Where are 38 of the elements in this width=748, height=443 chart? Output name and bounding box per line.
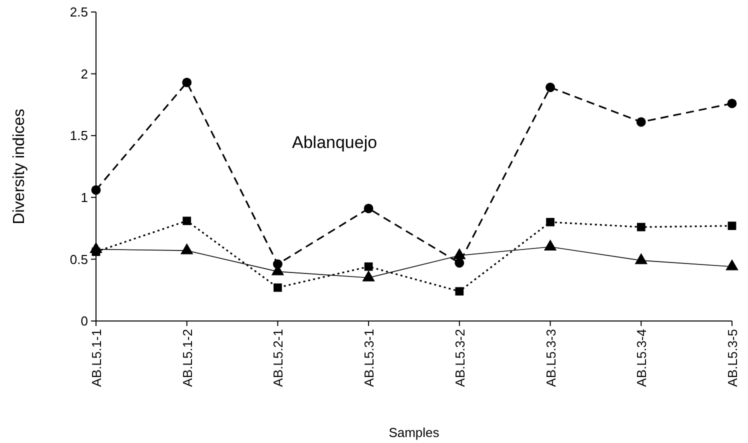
y-tick-label: 1.5: [70, 128, 88, 144]
point: [274, 283, 282, 292]
x-tick-label: AB.L5.3-5: [725, 329, 740, 387]
point: [546, 218, 554, 226]
annotation: Ablanquejo: [292, 132, 378, 152]
point: [364, 262, 373, 271]
point: [453, 248, 466, 260]
y-tick-label: 2.5: [70, 4, 88, 20]
point: [182, 216, 192, 226]
point: [636, 222, 646, 232]
y-axis-title: Diversity indices: [11, 108, 28, 224]
point: [546, 82, 556, 92]
point: [634, 253, 648, 264]
x-tick-label: AB.L5.3-4: [634, 329, 650, 387]
point: [454, 258, 464, 268]
x-axis-title: Samples: [388, 425, 440, 440]
y-tick-label: 2: [80, 66, 88, 82]
x-tick-label: AB.L5.2-1: [270, 329, 286, 387]
point: [90, 242, 102, 253]
x-tick-label: AB.L5.3-3: [543, 329, 558, 387]
x-tick-label: AB.L5.1-1: [89, 329, 104, 387]
point: [727, 98, 737, 108]
point: [455, 287, 464, 296]
point: [726, 259, 738, 270]
point: [362, 270, 375, 282]
x-tick-label: AB.L5.1-2: [180, 329, 195, 387]
point: [180, 243, 194, 254]
point: [364, 204, 374, 214]
y-tick-label: 0: [80, 314, 88, 329]
point: [91, 185, 101, 195]
y-tick-label: 0.5: [70, 252, 88, 267]
y-tick-label: 1: [80, 190, 88, 205]
x-tick-label: AB.L5.3-1: [362, 329, 377, 387]
point: [544, 240, 557, 251]
point: [182, 78, 192, 88]
point: [636, 117, 646, 127]
x-tick-label: AB.L5.3-2: [452, 329, 468, 387]
point: [728, 222, 736, 230]
